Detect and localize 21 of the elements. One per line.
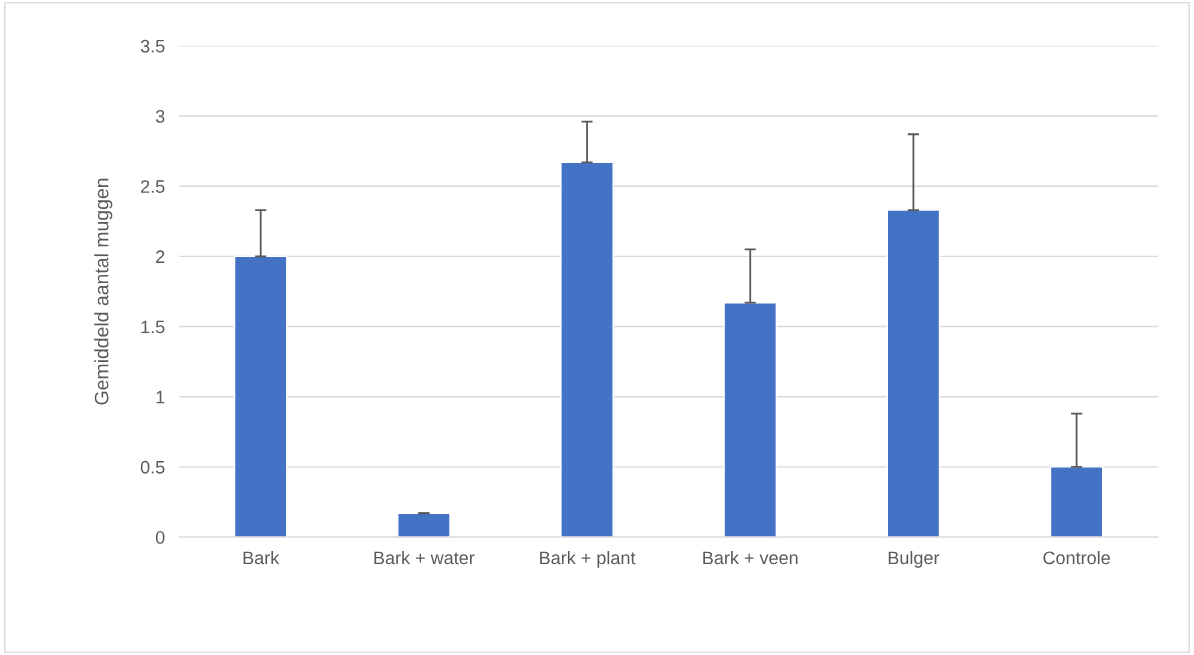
bar <box>723 302 778 538</box>
x-tick-label: Bark + water <box>374 550 475 565</box>
bar <box>397 512 451 538</box>
y-tick-label: 3 <box>155 109 165 123</box>
y-axis-title: Gemiddeld aantal muggen <box>94 178 113 405</box>
y-tick-label: 1.5 <box>141 320 165 334</box>
y-tick-label: 2.5 <box>141 180 165 193</box>
bar <box>1049 466 1104 538</box>
y-tick-label: 0.5 <box>140 460 165 474</box>
y-tick-label: 1 <box>156 390 165 404</box>
y-tick-label: 3.5 <box>140 39 165 53</box>
bar <box>560 161 614 538</box>
y-tick-label: 0 <box>155 531 165 544</box>
x-tick-label: Bulger <box>888 550 940 568</box>
bar <box>233 255 288 538</box>
x-tick-label: Bark + plant <box>540 550 636 568</box>
x-tick-label: Bark + veen <box>703 550 798 565</box>
bar <box>886 209 941 538</box>
x-tick-label: Controle <box>1043 550 1110 565</box>
x-tick-label: Bark <box>243 550 280 565</box>
y-tick-label: 2 <box>156 250 165 263</box>
